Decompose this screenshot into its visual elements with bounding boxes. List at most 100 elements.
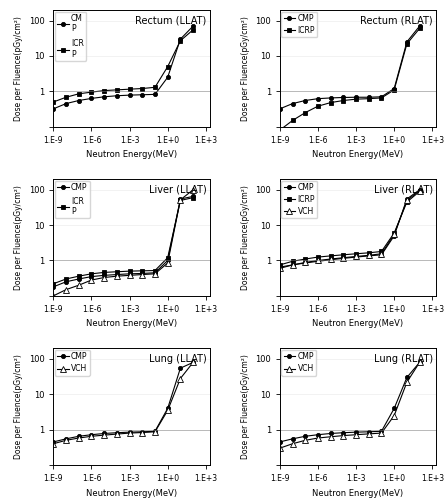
Y-axis label: Dose per Fluence(pGy/cm²): Dose per Fluence(pGy/cm²) bbox=[14, 185, 23, 290]
CMP bbox=[165, 258, 170, 264]
ICR
P bbox=[101, 88, 107, 94]
ICR
P bbox=[114, 269, 120, 275]
VCH bbox=[328, 256, 333, 262]
CMP bbox=[303, 98, 308, 103]
CMP bbox=[379, 252, 384, 258]
CMP bbox=[328, 256, 333, 262]
Text: Liver (RLAT): Liver (RLAT) bbox=[374, 185, 433, 195]
Line: CMP: CMP bbox=[51, 360, 195, 444]
VCH bbox=[140, 272, 145, 278]
CMP bbox=[89, 432, 94, 438]
CMP bbox=[316, 432, 321, 438]
VCH bbox=[277, 445, 283, 451]
CM
P bbox=[51, 106, 56, 112]
CM
P bbox=[101, 94, 107, 100]
VCH bbox=[404, 198, 409, 203]
VCH bbox=[101, 432, 107, 438]
ICR
P bbox=[152, 268, 158, 274]
ICRP bbox=[277, 262, 283, 268]
VCH bbox=[341, 432, 346, 438]
CMP bbox=[51, 439, 56, 445]
Line: CMP: CMP bbox=[51, 194, 195, 289]
ICRP bbox=[366, 96, 372, 102]
CM
P bbox=[165, 74, 170, 80]
ICR
P bbox=[64, 94, 69, 100]
ICR
P bbox=[127, 86, 132, 92]
ICR
P bbox=[140, 86, 145, 91]
CMP bbox=[353, 254, 359, 260]
CMP bbox=[178, 365, 183, 371]
Line: VCH: VCH bbox=[51, 360, 196, 446]
Line: ICR
P: ICR P bbox=[51, 28, 195, 104]
Y-axis label: Dose per Fluence(pGy/cm²): Dose per Fluence(pGy/cm²) bbox=[241, 16, 250, 121]
VCH bbox=[366, 252, 372, 258]
CMP bbox=[101, 430, 107, 436]
ICRP bbox=[353, 96, 359, 102]
ICRP bbox=[417, 188, 422, 194]
VCH bbox=[290, 440, 295, 446]
VCH bbox=[190, 360, 196, 366]
Line: ICRP: ICRP bbox=[278, 190, 422, 267]
CMP bbox=[417, 23, 422, 29]
VCH bbox=[392, 232, 397, 237]
Legend: CMP, VCH: CMP, VCH bbox=[55, 350, 90, 376]
CMP bbox=[404, 39, 409, 45]
VCH bbox=[303, 438, 308, 444]
VCH bbox=[353, 254, 359, 260]
ICR
P bbox=[114, 87, 120, 93]
VCH bbox=[114, 431, 120, 437]
CMP bbox=[114, 430, 120, 436]
CMP bbox=[341, 430, 346, 436]
CM
P bbox=[64, 100, 69, 106]
CMP bbox=[190, 360, 196, 366]
CMP bbox=[127, 429, 132, 435]
ICR
P bbox=[101, 270, 107, 276]
ICRP bbox=[404, 199, 409, 205]
VCH bbox=[76, 282, 81, 288]
CMP bbox=[366, 253, 372, 259]
CMP bbox=[404, 374, 409, 380]
ICR
P bbox=[178, 198, 183, 203]
VCH bbox=[76, 435, 81, 441]
CMP bbox=[64, 279, 69, 285]
ICR
P bbox=[190, 27, 196, 33]
CMP bbox=[64, 436, 69, 442]
Line: VCH: VCH bbox=[51, 187, 196, 298]
CMP bbox=[290, 100, 295, 106]
VCH bbox=[404, 379, 409, 385]
Legend: CMP, ICR
P: CMP, ICR P bbox=[55, 180, 90, 218]
VCH bbox=[328, 434, 333, 440]
ICR
P bbox=[89, 271, 94, 277]
CMP bbox=[392, 233, 397, 239]
VCH bbox=[417, 188, 422, 194]
Line: ICR
P: ICR P bbox=[51, 196, 195, 286]
CMP bbox=[392, 406, 397, 411]
ICRP bbox=[341, 98, 346, 103]
CMP bbox=[316, 258, 321, 264]
X-axis label: Neutron Energy(MeV): Neutron Energy(MeV) bbox=[312, 150, 404, 159]
CMP bbox=[353, 94, 359, 100]
CMP bbox=[101, 272, 107, 278]
CMP bbox=[417, 360, 422, 366]
CMP bbox=[290, 436, 295, 442]
CMP bbox=[277, 439, 283, 445]
Legend: CMP, VCH: CMP, VCH bbox=[281, 350, 316, 376]
CMP bbox=[379, 428, 384, 434]
CM
P bbox=[190, 23, 196, 29]
VCH bbox=[316, 258, 321, 264]
CMP bbox=[277, 264, 283, 270]
VCH bbox=[379, 430, 384, 436]
ICR
P bbox=[64, 276, 69, 282]
CMP bbox=[366, 429, 372, 435]
CMP bbox=[165, 406, 170, 411]
VCH bbox=[64, 286, 69, 292]
CMP bbox=[140, 429, 145, 435]
CMP bbox=[328, 95, 333, 101]
ICR
P bbox=[165, 64, 170, 70]
Y-axis label: Dose per Fluence(pGy/cm²): Dose per Fluence(pGy/cm²) bbox=[14, 354, 23, 459]
Line: CMP: CMP bbox=[278, 188, 422, 269]
Line: CMP: CMP bbox=[278, 24, 422, 111]
CM
P bbox=[127, 92, 132, 98]
ICRP bbox=[290, 258, 295, 264]
ICRP bbox=[277, 127, 283, 133]
